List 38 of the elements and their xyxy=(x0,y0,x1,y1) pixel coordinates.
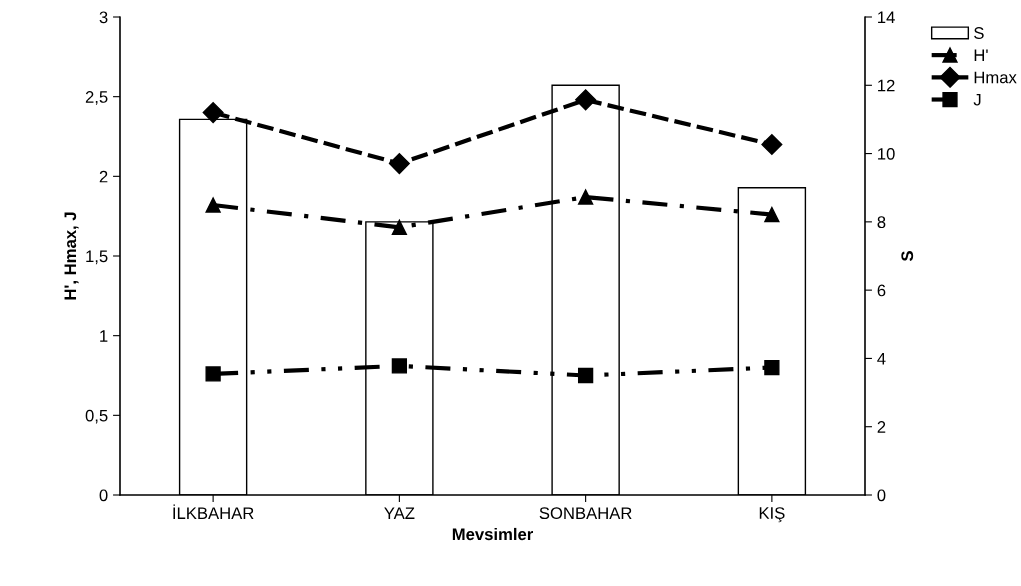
y-tick-label: 1 xyxy=(100,330,108,342)
y-tick-label: 0,5 xyxy=(85,409,108,424)
legend-label: H' xyxy=(974,49,988,61)
y2-tick-label: 4 xyxy=(877,353,886,365)
point xyxy=(205,366,221,382)
y2-tick-label: 0 xyxy=(877,489,886,502)
legend-label: J xyxy=(973,93,981,106)
point xyxy=(575,89,597,111)
point xyxy=(577,367,594,384)
y2-tick-label: 12 xyxy=(878,79,895,92)
y2-axis-title: S xyxy=(901,251,914,262)
y2-tick-label: 2 xyxy=(877,421,886,433)
point xyxy=(388,153,410,175)
x-tick-label: YAZ xyxy=(384,507,415,519)
y-tick-label: 3 xyxy=(99,11,108,24)
point xyxy=(764,359,780,376)
point xyxy=(205,197,221,213)
y2-tick-label: 14 xyxy=(878,11,895,24)
x-tick-label: SONBAHAR xyxy=(539,507,632,520)
y-tick-label: 2 xyxy=(99,170,108,183)
x-tick-label: KIŞ xyxy=(759,507,785,523)
y2-tick-label: 10 xyxy=(878,147,895,160)
point xyxy=(202,102,224,124)
x-axis-title: Mevsimler xyxy=(452,527,534,541)
y-axis-title: H', Hmax, J xyxy=(64,212,79,300)
point xyxy=(391,358,408,374)
legend-label: Hmax xyxy=(974,71,1017,84)
y-tick-label: 2,5 xyxy=(85,91,108,105)
y-tick-label: 0 xyxy=(99,489,108,502)
point xyxy=(577,189,594,205)
point xyxy=(391,219,408,235)
y2-tick-label: 8 xyxy=(877,216,886,229)
y2-tick-label: 6 xyxy=(877,284,886,297)
y-tick-label: 1,5 xyxy=(86,250,108,265)
point xyxy=(764,206,780,223)
point xyxy=(761,133,783,155)
legend-label: S xyxy=(974,27,984,39)
x-tick-label: İLKBAHAR xyxy=(173,504,254,519)
